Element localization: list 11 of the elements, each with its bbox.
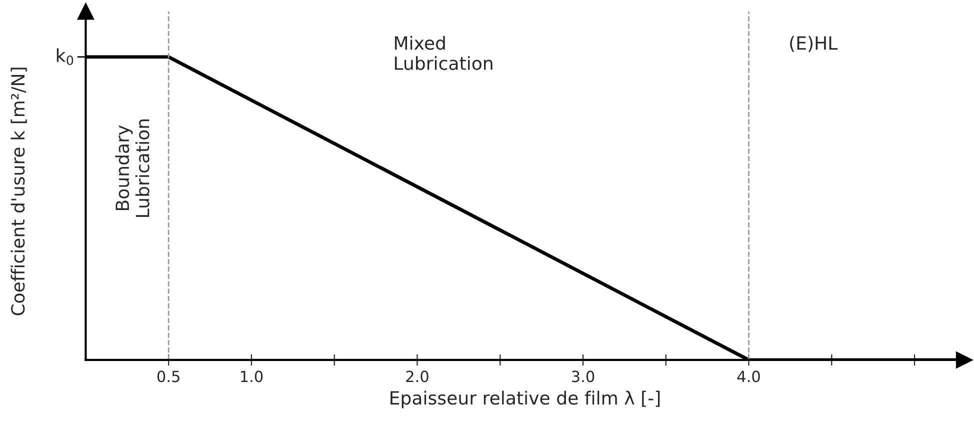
annotation: Mixed Lubrication [394,36,492,70]
x-tick-label: 3.0 [572,370,594,382]
x-tick-label: 0.5 [157,370,180,382]
x-tick-label: 2.0 [406,370,428,382]
x-tick-label: 1.0 [241,370,263,382]
text: (E)HL [790,36,838,52]
annotation: k$_{0}$ [56,48,74,66]
annotation: Boundary Lubrication [115,120,150,217]
y-axis-title: Coefficient d'usure k [m²/N] [10,68,27,316]
x-axis-title: Epaisseur relative de film λ [-] [390,390,660,408]
x-tick-label: 4.0 [737,370,760,382]
